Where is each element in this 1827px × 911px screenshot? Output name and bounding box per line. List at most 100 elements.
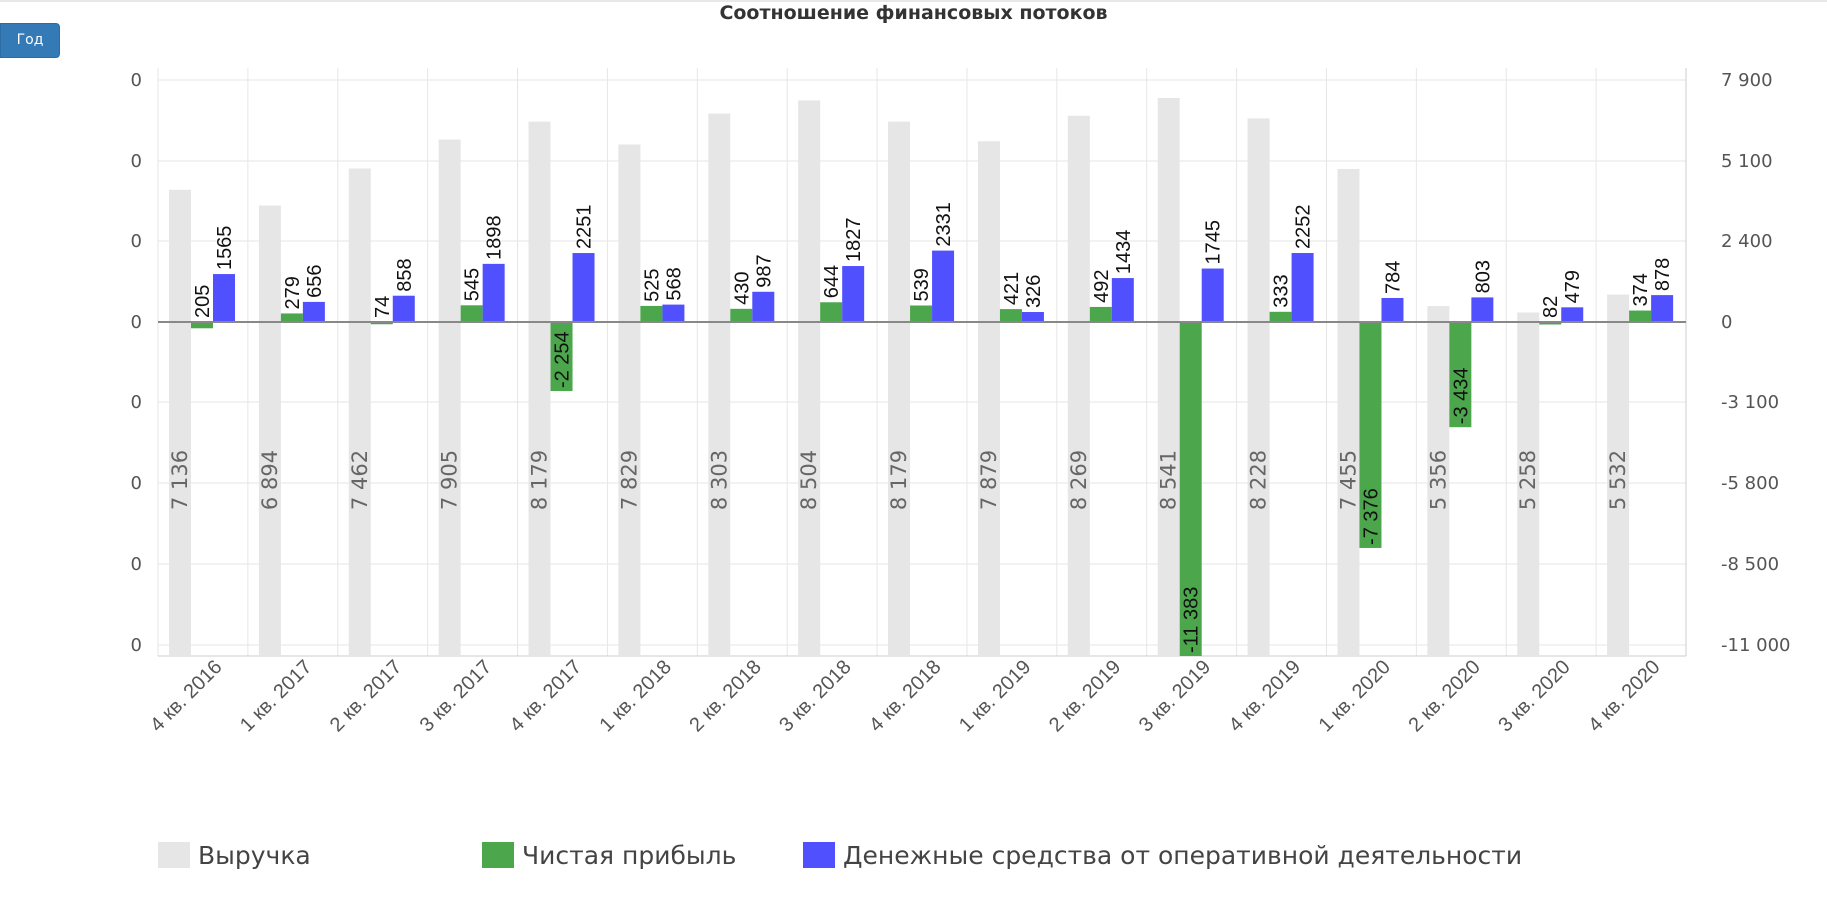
category-label: 1 кв. 2018 (596, 656, 676, 736)
category-label: 3 кв. 2017 (416, 656, 496, 736)
operating-cash-bar (1201, 268, 1224, 322)
chart-canvas: 0 0 0 0 0 0 0 0 7 900 5 100 2 400 0 -3 100 -5 800 -8 5… (131, 68, 1790, 736)
operating-cash-data-label: 1745 (1203, 220, 1225, 265)
revenue-data-label: 7 905 (438, 450, 462, 510)
revenue-bar (1427, 306, 1450, 656)
operating-cash-bar (1651, 295, 1674, 322)
category-label: 4 кв. 2016 (146, 656, 226, 736)
net-profit-data-label: 539 (911, 268, 933, 301)
net-profit-data-label: 430 (731, 271, 753, 304)
legend-swatch-net-profit (482, 842, 514, 868)
net-profit-data-label: 421 (1001, 272, 1023, 305)
legend-item-operating-cash[interactable]: Денежные средства от оперативной деятель… (803, 838, 1522, 872)
net-profit-data-label: 525 (641, 269, 663, 302)
category-label: 2 кв. 2017 (326, 656, 406, 736)
revenue-bar (438, 139, 461, 657)
operating-cash-data-label: 1565 (214, 226, 236, 271)
legend-label-operating-cash: Денежные средства от оперативной деятель… (843, 840, 1523, 870)
revenue-data-label: 8 504 (797, 450, 821, 510)
operating-cash-bar (752, 291, 775, 322)
left-tick-label: 0 (131, 473, 142, 494)
net-profit-data-label: -11 383 (1181, 587, 1203, 653)
legend-swatch-operating-cash (803, 842, 835, 868)
revenue-bar (258, 205, 281, 657)
revenue-data-label: 8 269 (1067, 450, 1091, 510)
revenue-bar (708, 113, 731, 656)
category-label: 4 кв. 2017 (506, 656, 586, 736)
net-profit-data-label: 279 (282, 276, 304, 309)
operating-cash-data-label: 803 (1472, 260, 1494, 293)
net-profit-data-label: -2 254 (552, 331, 574, 388)
right-tick-label: 0 (1721, 312, 1732, 333)
right-tick-label: 7 900 (1721, 70, 1773, 91)
category-label: 1 кв. 2020 (1315, 656, 1395, 736)
net-profit-bar (1449, 322, 1472, 428)
net-profit-data-label: 82 (1540, 296, 1562, 318)
category-label: 2 кв. 2018 (685, 656, 765, 736)
net-profit-data-label: 74 (372, 296, 394, 318)
net-profit-bar (1359, 322, 1382, 548)
net-profit-data-label: -3 434 (1450, 367, 1472, 424)
right-tick-label: -3 100 (1721, 392, 1779, 413)
net-profit-data-label: -7 376 (1360, 488, 1382, 545)
operating-cash-bar (662, 304, 685, 322)
net-profit-data-label: 374 (1630, 273, 1652, 306)
revenue-data-label: 7 136 (168, 450, 192, 510)
operating-cash-bar (572, 253, 595, 322)
operating-cash-data-label: 1434 (1113, 230, 1135, 275)
category-label: 3 кв. 2020 (1494, 656, 1574, 736)
net-profit-bar (191, 322, 213, 329)
operating-cash-data-label: 656 (304, 265, 326, 298)
revenue-data-label: 7 829 (617, 450, 641, 510)
revenue-bar (1157, 97, 1180, 657)
operating-cash-bar (1111, 278, 1134, 322)
net-profit-bar (460, 305, 483, 322)
net-profit-data-label: 644 (821, 265, 843, 298)
operating-cash-bar (1561, 307, 1584, 322)
revenue-data-label: 7 462 (348, 450, 372, 510)
legend-item-revenue[interactable]: Выручка (158, 838, 311, 872)
category-label: 4 кв. 2020 (1584, 656, 1664, 736)
operating-cash-data-label: 326 (1023, 275, 1045, 308)
operating-cash-bar (842, 266, 865, 322)
operating-cash-bar (1381, 297, 1404, 322)
revenue-data-label: 8 541 (1157, 450, 1181, 510)
net-profit-data-label: 333 (1271, 274, 1293, 307)
left-tick-label: 0 (131, 151, 142, 172)
category-label: 1 кв. 2017 (236, 656, 316, 736)
revenue-data-label: 7 879 (977, 450, 1001, 510)
net-profit-bar (1269, 311, 1292, 322)
operating-cash-bar (1471, 297, 1494, 322)
revenue-data-label: 8 228 (1247, 450, 1271, 510)
revenue-data-label: 8 303 (707, 450, 731, 510)
legend-label-net-profit: Чистая прибыль (522, 840, 737, 870)
revenue-data-label: 5 356 (1426, 450, 1450, 510)
category-label: 2 кв. 2019 (1045, 656, 1125, 736)
operating-cash-bar (1291, 253, 1314, 322)
revenue-bar (977, 141, 1000, 657)
right-tick-label: -11 000 (1721, 635, 1790, 656)
top-divider (0, 0, 1827, 2)
net-profit-data-label: 545 (462, 268, 484, 301)
period-year-button[interactable]: Год (0, 23, 60, 58)
operating-cash-data-label: 1827 (843, 218, 865, 263)
revenue-bar (618, 144, 641, 656)
chart-title: Соотношение финансовых потоков (719, 2, 1108, 24)
revenue-data-label: 5 258 (1516, 450, 1540, 510)
net-profit-bar (280, 313, 303, 322)
net-profit-data-label: 492 (1091, 270, 1113, 303)
net-profit-bar (550, 322, 573, 392)
revenue-bar (1067, 115, 1090, 656)
legend-swatch-revenue (158, 842, 190, 868)
revenue-data-label: 7 455 (1336, 450, 1360, 510)
operating-cash-data-label: 479 (1562, 270, 1584, 303)
legend-item-net-profit[interactable]: Чистая прибыль (482, 838, 736, 872)
net-profit-bar (1629, 310, 1652, 322)
net-profit-bar (370, 322, 393, 325)
right-tick-label: 5 100 (1721, 151, 1773, 172)
net-profit-data-label: 205 (192, 285, 214, 318)
left-tick-label: 0 (131, 554, 142, 575)
net-profit-bar (820, 302, 843, 322)
operating-cash-bar (392, 295, 415, 322)
revenue-bar (528, 121, 551, 656)
